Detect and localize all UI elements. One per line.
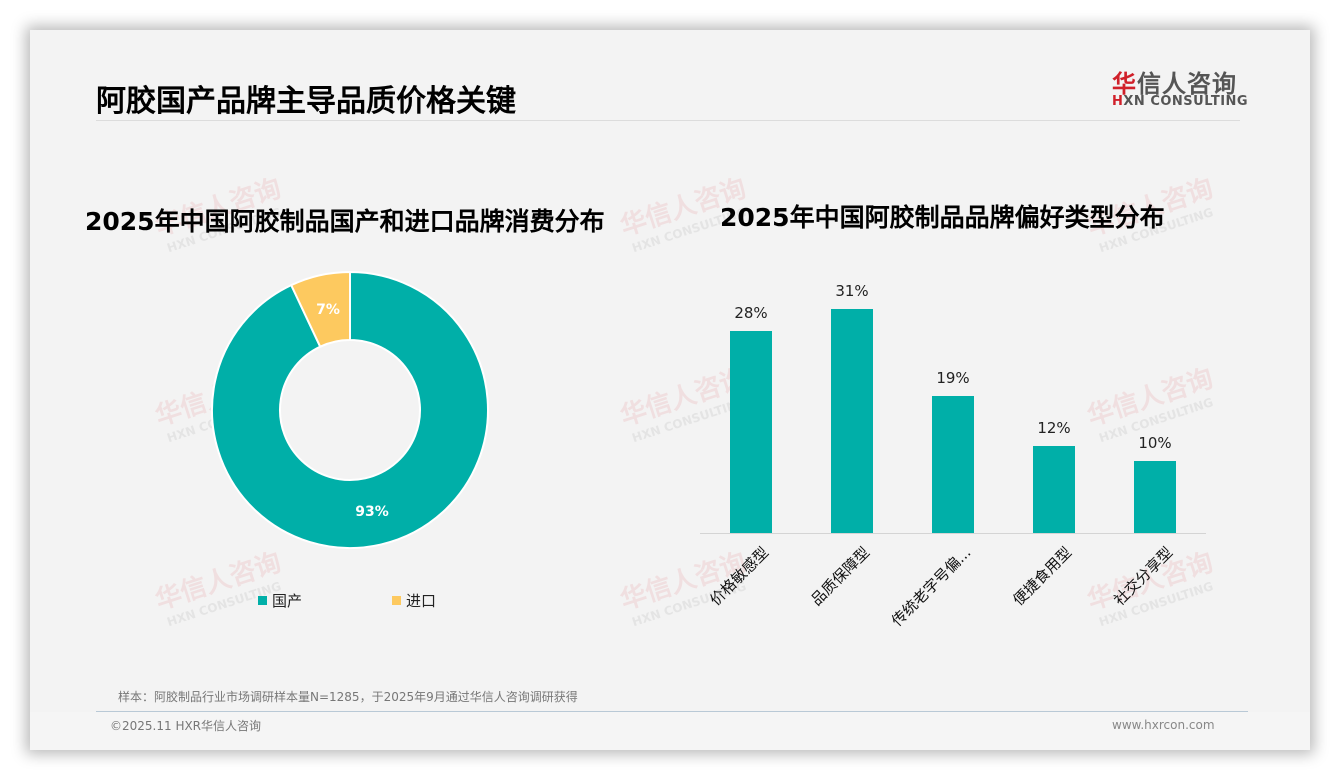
bar-value-label: 19% bbox=[936, 368, 970, 387]
bar-chart-title: 2025年中国阿胶制品品牌偏好类型分布 bbox=[720, 203, 1165, 232]
donut-chart bbox=[211, 270, 489, 549]
x-axis-line bbox=[700, 533, 1206, 534]
bar-value-label: 31% bbox=[835, 281, 869, 300]
x-axis-label: 社交分享型 bbox=[1110, 543, 1177, 610]
legend-item-import: 进口 bbox=[392, 590, 436, 611]
bar bbox=[831, 308, 873, 533]
donut-label-domestic: 93% bbox=[355, 504, 389, 520]
page-title: 阿胶国产品牌主导品质价格关键 bbox=[96, 84, 516, 119]
bar bbox=[1134, 460, 1176, 533]
x-axis-label: 传统老字号偏... bbox=[887, 543, 975, 630]
title-divider bbox=[96, 120, 1240, 121]
legend-swatch-teal bbox=[258, 596, 267, 605]
bar bbox=[1033, 446, 1075, 533]
legend-item-domestic: 国产 bbox=[258, 590, 302, 611]
bar bbox=[730, 330, 772, 533]
donut-label-import: 7% bbox=[316, 302, 340, 318]
donut-chart-title: 2025年中国阿胶制品国产和进口品牌消费分布 bbox=[85, 207, 605, 236]
bar-value-label: 12% bbox=[1037, 419, 1071, 438]
sample-note: 样本：阿胶制品行业市场调研样本量N=1285，于2025年9月通过华信人咨询调研… bbox=[118, 690, 578, 704]
donut-slice bbox=[289, 270, 351, 348]
footer-divider bbox=[96, 711, 1248, 712]
slide: 华信人咨询 HXN CONSULTING 华信人咨询 HXN CONSULTING … bbox=[30, 30, 1310, 750]
footer-band bbox=[30, 712, 1310, 750]
bar bbox=[932, 395, 974, 533]
website-link[interactable]: www.hxrcon.com bbox=[1112, 718, 1215, 732]
x-axis-label: 价格敏感型 bbox=[706, 543, 773, 610]
copyright: ©2025.11 HXR华信人咨询 bbox=[110, 719, 262, 733]
x-axis-label: 品质保障型 bbox=[807, 543, 874, 610]
company-logo: 华信人咨询 bbox=[1112, 70, 1237, 98]
bar-value-label: 10% bbox=[1138, 433, 1172, 452]
legend-swatch-yellow bbox=[392, 596, 401, 605]
bar-value-label: 28% bbox=[734, 303, 768, 322]
company-logo-english: HXN CONSULTING bbox=[1112, 94, 1249, 109]
donut-slice bbox=[211, 270, 489, 549]
x-axis-label: 便捷食用型 bbox=[1009, 543, 1076, 610]
